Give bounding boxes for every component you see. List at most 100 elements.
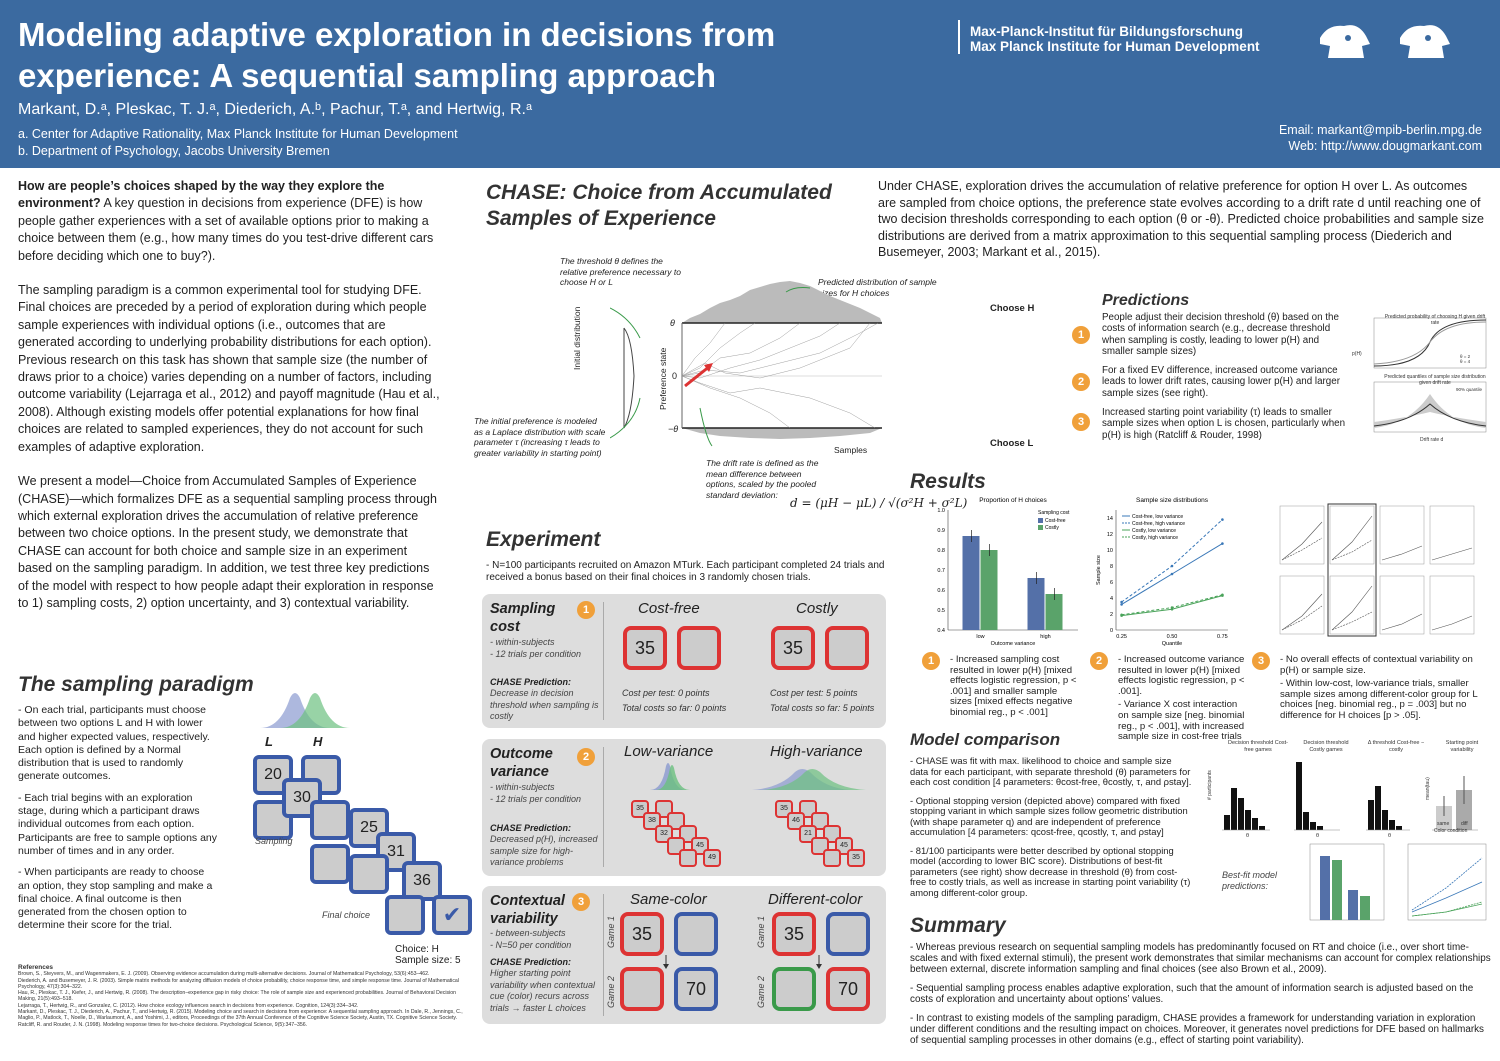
zero-label: 0 [672,371,678,381]
x-axis-label: Outcome variance [991,641,1036,647]
sampling-label: Sampling [255,836,293,846]
y-tick-label: 0.6 [937,588,945,594]
series-line [1121,594,1223,616]
chart-title: Sample size distributions [1136,497,1209,504]
reference-item: Diederich, A. and Busemeyer, J. R. (2003… [18,977,459,990]
option-tile: 70 [674,967,718,1011]
contact-web: Web: http://www.dougmarkant.com [1288,139,1482,153]
samples-label: Samples [834,445,868,455]
prediction-chart-2-title: Predicted quantiles of sample size distr… [1384,374,1486,386]
model-comparison-title: Model comparison [910,730,1061,749]
label-H: H [313,734,323,749]
option-tile [620,967,664,1011]
sampling-bullets: - On each trial, participants must choos… [18,704,218,933]
prediction-text: Higher starting point variability when c… [490,968,596,1013]
different-color-label: Different-color [768,891,863,908]
prediction-text: Decrease in decision threshold when samp… [490,688,599,721]
final-tile-l [385,895,425,935]
contact-email: Email: markant@mpib-berlin.mpg.de [1278,123,1482,137]
prediction-chart-1-title: Predicted probability of choosing H give… [1384,314,1486,326]
sampling-bullet-3: - When participants are ready to choose … [18,866,213,932]
chase-description: Under CHASE, exploration drives the accu… [878,179,1484,260]
hist-x-2: θ [1316,833,1320,839]
legend-swatch [1038,518,1043,523]
contact-info: Email: markant@mpib-berlin.mpg.de Web: h… [1279,122,1482,154]
option-tile: 35 [620,912,664,956]
small-tile [823,849,841,867]
data-point [1120,600,1123,604]
intro-paragraph-3: We present a model—Choice from Accumulat… [18,474,437,610]
game-2-label: Game 2 [606,975,616,1008]
affiliation-a: a. Center for Adaptive Rationality, Max … [18,127,458,141]
affiliation-b: b. Department of Psychology, Jacobs Univ… [18,144,330,158]
experiment-description: - N=100 participants recruited on Amazon… [486,560,885,583]
legend-label: Costly, high variance [1132,535,1178,541]
game-2-label: Game 2 [756,975,766,1008]
prediction-heading: CHASE Prediction: [490,677,572,687]
prediction-item-3: 3 Increased starting point variability (… [1072,407,1352,441]
option-tile: 70 [826,967,870,1011]
condition-number: 3 [572,893,590,911]
x-tick-label: 0.75 [1217,634,1228,640]
theta-label: θ [670,318,675,328]
hist-x-3: θ [1388,833,1392,839]
institute-name-de: Max-Planck-Institut für Bildungsforschun… [970,24,1244,39]
annotation-threshold: The threshold θ defines the relative pre… [560,256,681,287]
x-axis-label: Quantile [1162,641,1183,647]
sampling-bullet-2: - Each trial begins with an exploration … [18,791,218,857]
hist-title-3: Δ threshold Cost-free − costly [1367,740,1425,753]
y-tick-label: 2 [1110,612,1113,618]
data-point [1221,593,1224,597]
condition-title: Contextual variability [490,893,565,927]
card-divider [603,602,604,720]
hist-y-label: # participants [1207,770,1213,800]
y-tick-label: 0.4 [937,628,945,634]
hist-y4-label: mean(tau) [1425,777,1431,800]
option-tile [825,626,869,670]
condition-design: - within-subjects - 12 trials per conditi… [490,637,582,659]
intro-question: How are people’s choices shaped by the w… [18,179,434,263]
legend-label: Cost-free [1045,518,1066,524]
costly-label: Costly [796,600,838,617]
option-distributions [260,693,350,728]
prediction-text: Decreased p(H), increased sample size fo… [490,834,598,867]
high-variance-label: High-variance [770,743,863,760]
x-tick-label: low [976,634,984,640]
small-tile: 21 [799,825,817,843]
legend-label: Cost-free, low variance [1132,514,1183,520]
small-tile [679,849,697,867]
chase-title: CHASE: Choice from Accumulated Samples o… [486,181,832,230]
option-tile: 35 [623,626,667,670]
x-tick-label: 0.25 [1116,634,1127,640]
card-divider [603,894,604,1016]
hist-x-4c: Color condition [1434,828,1468,834]
prediction-charts [1373,317,1487,433]
intro-paragraph-2: The sampling paradigm is a common experi… [18,283,440,454]
summary-title: Summary [910,914,1006,937]
legend-swatch [1038,525,1043,530]
chase-accumulation-diagram [610,281,882,447]
institute-name-en: Max Planck Institute for Human Developme… [970,39,1260,54]
y-tick-label: 0.9 [937,528,945,534]
data-point [1120,603,1123,606]
bar [962,536,980,630]
sampling-title: The sampling paradigm [18,673,254,696]
game-arrows [663,955,822,969]
chart-title: Proportion of H choices [979,497,1047,504]
legend-label: Cost-free, high variance [1132,521,1185,527]
option-tile [677,626,721,670]
hist-x-4b: diff [1461,821,1468,827]
cost-free-label: Cost-free [638,600,700,617]
condition-number: 2 [577,748,595,766]
sample-tile-empty [310,844,350,884]
initial-distribution-label: Initial distribution [572,306,582,370]
annotation-initial: The initial preference is modeled as a L… [474,416,606,458]
condition-design: - between-subjects - N=50 per condition [490,928,572,950]
result-item-2: - Increased outcome variance resulted in… [1118,654,1245,743]
small-tile: 49 [703,849,721,867]
y-tick-label: 10 [1107,548,1113,554]
best-fit-label: Best-fit model predictions: [1222,870,1278,891]
y-tick-label: 0.5 [937,608,945,614]
y-axis-label: Sample size [1096,555,1102,585]
